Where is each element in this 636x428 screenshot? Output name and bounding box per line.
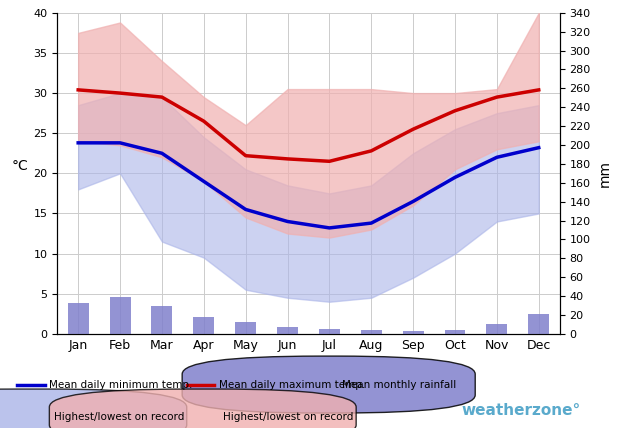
Bar — [193, 317, 214, 334]
Bar — [529, 314, 550, 334]
Bar — [277, 327, 298, 334]
Text: weatherzone°: weatherzone° — [462, 403, 581, 419]
FancyBboxPatch shape — [50, 389, 356, 428]
FancyBboxPatch shape — [0, 389, 187, 428]
Y-axis label: °C: °C — [11, 159, 28, 173]
Bar — [235, 322, 256, 334]
Bar — [319, 329, 340, 334]
Text: Highest/lowest on record: Highest/lowest on record — [54, 412, 184, 422]
Text: Mean monthly rainfall: Mean monthly rainfall — [342, 380, 457, 390]
Bar — [403, 331, 424, 334]
Bar — [487, 324, 508, 334]
Bar — [445, 330, 466, 334]
Bar — [109, 297, 130, 334]
Y-axis label: mm: mm — [598, 160, 612, 187]
Bar — [361, 330, 382, 334]
Bar — [67, 303, 88, 334]
Text: Highest/lowest on record: Highest/lowest on record — [223, 412, 354, 422]
Text: Mean daily maximum temp.: Mean daily maximum temp. — [219, 380, 365, 390]
FancyBboxPatch shape — [182, 356, 475, 413]
Text: Mean daily minimum temp.: Mean daily minimum temp. — [50, 380, 193, 390]
Bar — [151, 306, 172, 334]
